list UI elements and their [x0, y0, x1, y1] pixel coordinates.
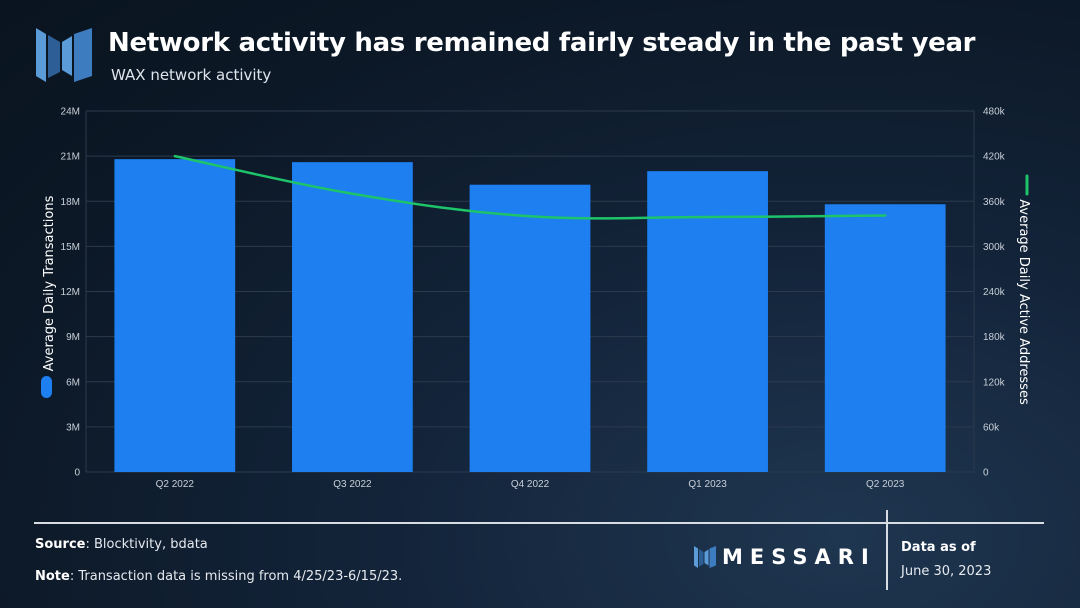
- y-tick-label: 21M: [61, 152, 80, 163]
- y-tick-label: 0: [74, 468, 80, 479]
- bar: [114, 159, 236, 472]
- y2-tick-label: 180k: [983, 332, 1006, 343]
- footer-vertical-divider: [886, 510, 888, 590]
- y-axis-title: Average Daily Transactions: [42, 195, 57, 371]
- y2-tick-label: 120k: [983, 377, 1006, 388]
- data-as-of-date: June 30, 2023: [901, 564, 992, 579]
- y2-tick-label: 240k: [983, 287, 1006, 298]
- bar: [647, 171, 768, 472]
- page-title: Network activity has remained fairly ste…: [108, 28, 976, 58]
- bar: [469, 184, 591, 472]
- x-tick-label: Q4 2022: [511, 479, 550, 490]
- source-text: : Blocktivity, bdata: [85, 537, 208, 552]
- y2-tick-label: 420k: [983, 152, 1006, 163]
- y2-tick-label: 360k: [983, 197, 1006, 208]
- y-tick-label: 3M: [66, 422, 80, 433]
- note-line: Note: Transaction data is missing from 4…: [35, 569, 402, 584]
- y-tick-label: 6M: [66, 377, 80, 388]
- note-label: Note: [35, 569, 70, 584]
- bar-legend-swatch: [41, 376, 52, 398]
- note-text: : Transaction data is missing from 4/25/…: [69, 569, 403, 584]
- y-tick-label: 9M: [66, 332, 80, 343]
- page-subtitle: WAX network activity: [111, 66, 272, 84]
- y-tick-label: 15M: [61, 242, 80, 253]
- y-tick-label: 12M: [61, 287, 80, 298]
- brand-wordmark: MESSARI: [722, 545, 876, 569]
- y2-axis-title: Average Daily Active Addresses: [1016, 199, 1031, 405]
- footer-divider: [34, 522, 1044, 524]
- y2-tick-label: 480k: [983, 107, 1006, 118]
- y2-tick-label: 60k: [983, 422, 1000, 433]
- source-label: Source: [35, 537, 86, 552]
- source-line: Source: Blocktivity, bdata: [35, 537, 208, 552]
- x-tick-label: Q2 2022: [156, 479, 195, 490]
- y2-tick-label: 300k: [983, 242, 1006, 253]
- data-as-of-label: Data as of: [901, 540, 976, 555]
- y2-tick-label: 0: [983, 468, 989, 479]
- y-tick-label: 18M: [61, 197, 80, 208]
- x-tick-label: Q1 2023: [688, 479, 727, 490]
- messari-logo-icon: [36, 28, 92, 82]
- x-tick-label: Q3 2022: [333, 479, 372, 490]
- bar: [292, 162, 413, 472]
- messari-mark-icon: [694, 546, 716, 568]
- y-tick-label: 24M: [61, 107, 80, 118]
- bar: [824, 204, 946, 472]
- x-tick-label: Q2 2023: [866, 479, 905, 490]
- dual-axis-chart: 0 0 3M 60k 6M 120k 9M 180k 12M 240k 15M 300k 18M 360k…: [41, 106, 1031, 490]
